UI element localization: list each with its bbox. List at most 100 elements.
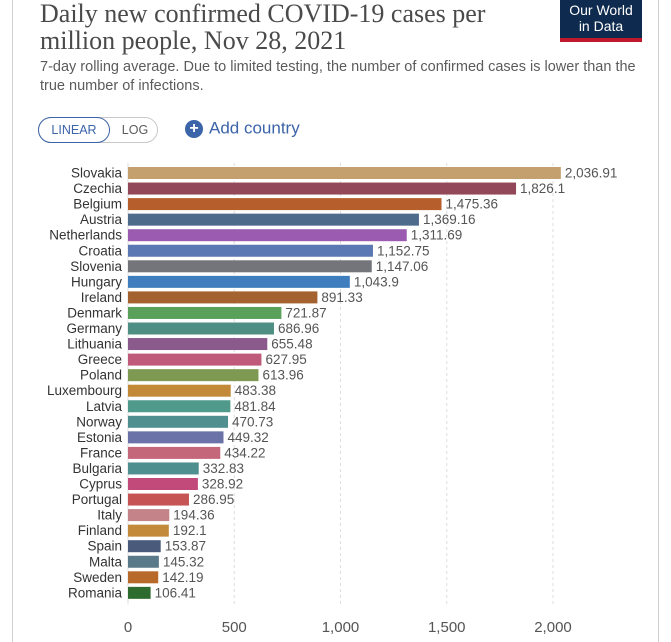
value-label: 192.1 — [173, 523, 207, 538]
category-label: Portugal — [72, 492, 122, 507]
bar[interactable] — [128, 493, 189, 506]
bar[interactable] — [128, 260, 372, 273]
chart-subtitle: 7-day rolling average. Due to limited te… — [40, 59, 636, 94]
value-label: 481.84 — [234, 399, 276, 414]
value-label: 627.95 — [265, 352, 306, 367]
value-label: 1,043.9 — [354, 274, 399, 289]
category-label: Malta — [89, 554, 123, 569]
category-label: Estonia — [77, 430, 123, 445]
bar[interactable] — [128, 213, 419, 226]
category-label: Hungary — [71, 274, 122, 289]
category-label: Finland — [78, 523, 122, 538]
value-label: 2,036.91 — [565, 166, 618, 181]
right-frame-line — [658, 0, 659, 642]
category-label: Ireland — [81, 290, 122, 305]
bar[interactable] — [128, 229, 407, 242]
x-tick-label: 1,500 — [428, 619, 466, 636]
value-label: 1,826.1 — [520, 181, 565, 196]
value-label: 449.32 — [227, 430, 268, 445]
category-label: France — [80, 445, 122, 460]
category-label: Greece — [78, 352, 122, 367]
bar[interactable] — [128, 384, 231, 397]
x-tick-label: 1,000 — [322, 619, 360, 636]
value-label: 483.38 — [235, 383, 276, 398]
x-tick-label: 2,000 — [534, 619, 572, 636]
category-label: Italy — [97, 508, 122, 523]
value-label: 332.83 — [203, 461, 244, 476]
category-label: Austria — [80, 212, 123, 227]
category-label: Lithuania — [67, 337, 122, 352]
category-label: Belgium — [73, 197, 122, 212]
category-label: Denmark — [67, 305, 122, 320]
bar[interactable] — [128, 338, 268, 351]
bar[interactable] — [128, 400, 231, 413]
logo-line1: Our World — [569, 2, 633, 18]
owid-logo[interactable]: Our World in Data — [560, 0, 642, 42]
bar[interactable] — [128, 167, 561, 179]
bar[interactable] — [128, 244, 373, 257]
value-label: 194.36 — [173, 508, 214, 523]
bar[interactable] — [128, 369, 259, 382]
bar[interactable] — [128, 306, 282, 319]
value-label: 1,311.69 — [411, 228, 463, 243]
chart-title: Daily new confirmed COVID-19 cases per m… — [40, 0, 486, 55]
bar[interactable] — [128, 415, 229, 428]
left-frame-line — [12, 0, 13, 642]
add-country-button[interactable]: + Add country — [185, 118, 300, 140]
category-label: Germany — [66, 321, 122, 336]
value-label: 153.87 — [165, 539, 206, 554]
category-label: Poland — [80, 368, 122, 383]
value-label: 613.96 — [262, 368, 303, 383]
value-label: 1,475.36 — [446, 197, 499, 212]
category-label: Cyprus — [79, 477, 122, 492]
bar[interactable] — [128, 586, 151, 599]
bar[interactable] — [128, 571, 159, 584]
bar[interactable] — [128, 524, 169, 537]
scale-toggle: LINEAR LOG — [38, 117, 158, 143]
value-label: 142.19 — [162, 570, 203, 585]
category-label: Luxembourg — [47, 383, 122, 398]
value-label: 655.48 — [271, 337, 312, 352]
value-label: 1,152.75 — [377, 243, 430, 258]
bar[interactable] — [128, 182, 517, 195]
bar[interactable] — [128, 322, 274, 335]
bar[interactable] — [128, 509, 170, 522]
plus-circle-icon: + — [185, 119, 203, 138]
bar[interactable] — [128, 198, 442, 211]
category-label: Spain — [87, 539, 122, 554]
category-label: Sweden — [73, 570, 122, 585]
category-label: Latvia — [86, 399, 123, 414]
category-label: Slovakia — [71, 166, 123, 181]
bar[interactable] — [128, 291, 318, 304]
value-label: 106.41 — [155, 585, 196, 600]
bar[interactable] — [128, 353, 262, 366]
bar[interactable] — [128, 462, 199, 475]
value-label: 145.32 — [163, 554, 204, 569]
category-label: Norway — [76, 414, 122, 429]
value-label: 1,147.06 — [376, 259, 429, 274]
bar[interactable] — [128, 555, 159, 568]
value-label: 434.22 — [224, 445, 265, 460]
value-label: 286.95 — [193, 492, 234, 507]
linear-scale-button[interactable]: LINEAR — [38, 117, 110, 143]
bar[interactable] — [128, 431, 224, 444]
bar[interactable] — [128, 446, 221, 459]
category-label: Bulgaria — [72, 461, 122, 476]
logo-accent-bar — [560, 38, 642, 42]
bar[interactable] — [128, 275, 350, 288]
logo-line2: in Data — [578, 18, 624, 34]
log-scale-button[interactable]: LOG — [121, 123, 149, 137]
add-country-label: Add country — [209, 118, 300, 138]
category-label: Czechia — [73, 181, 122, 196]
category-label: Slovenia — [70, 259, 122, 274]
category-label: Netherlands — [49, 228, 122, 243]
value-label: 721.87 — [285, 305, 326, 320]
value-label: 891.33 — [321, 290, 362, 305]
value-label: 686.96 — [278, 321, 319, 336]
value-label: 1,369.16 — [423, 212, 476, 227]
category-label: Croatia — [78, 243, 122, 258]
bar[interactable] — [128, 478, 198, 490]
bar[interactable] — [128, 540, 161, 553]
x-tick-label: 500 — [222, 619, 247, 636]
